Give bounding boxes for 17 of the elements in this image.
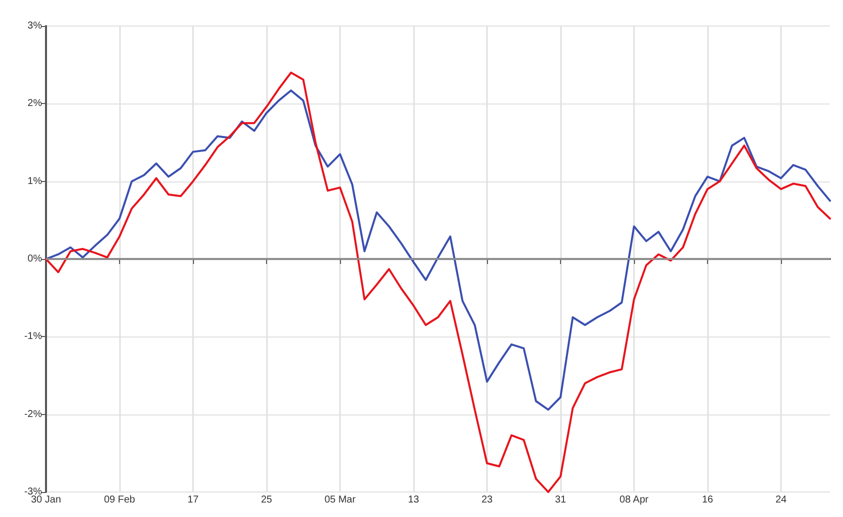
- y-tick-label: -1%: [24, 331, 42, 342]
- y-tick-label: 2%: [28, 98, 42, 110]
- x-tick-label: 13: [408, 494, 420, 506]
- x-tick-label: 05 Mar: [324, 494, 356, 506]
- y-tick-label: 1%: [28, 176, 42, 187]
- x-tick-label: 31: [554, 494, 566, 506]
- x-tick-label: 25: [260, 494, 272, 506]
- y-tick-label: 3%: [28, 20, 42, 32]
- x-tick-label: 09 Feb: [104, 494, 136, 506]
- y-tick-label: -2%: [24, 408, 42, 420]
- x-tick-label: 08 Apr: [620, 494, 650, 506]
- x-tick-label: 23: [481, 494, 493, 506]
- x-tick-label: 16: [702, 494, 714, 506]
- y-tick-label: 0%: [28, 254, 42, 264]
- x-tick-label: 30 Jan: [30, 494, 62, 506]
- x-tick-label: 24: [775, 494, 787, 506]
- x-tick-label: 17: [187, 494, 199, 506]
